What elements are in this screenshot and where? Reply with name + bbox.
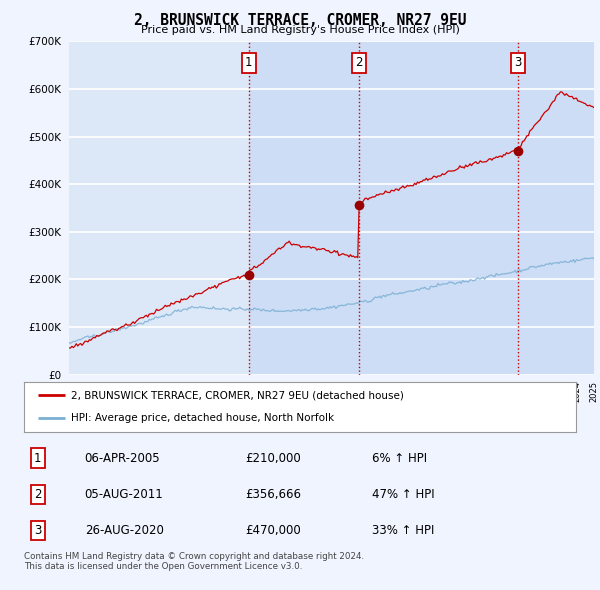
Text: 2, BRUNSWICK TERRACE, CROMER, NR27 9EU (detached house): 2, BRUNSWICK TERRACE, CROMER, NR27 9EU (… (71, 390, 404, 400)
Text: Price paid vs. HM Land Registry's House Price Index (HPI): Price paid vs. HM Land Registry's House … (140, 25, 460, 35)
Bar (359, 41, 518, 375)
Text: 3: 3 (514, 57, 521, 70)
Text: 26-AUG-2020: 26-AUG-2020 (85, 524, 164, 537)
Text: 33% ↑ HPI: 33% ↑ HPI (372, 524, 434, 537)
Text: Contains HM Land Registry data © Crown copyright and database right 2024.
This d: Contains HM Land Registry data © Crown c… (24, 552, 364, 571)
Text: 05-AUG-2011: 05-AUG-2011 (85, 488, 163, 501)
Bar (518, 41, 594, 375)
Text: 47% ↑ HPI: 47% ↑ HPI (372, 488, 434, 501)
Text: 2, BRUNSWICK TERRACE, CROMER, NR27 9EU: 2, BRUNSWICK TERRACE, CROMER, NR27 9EU (134, 13, 466, 28)
Text: £470,000: £470,000 (245, 524, 301, 537)
Text: 2: 2 (34, 488, 41, 501)
Text: 1: 1 (34, 452, 41, 465)
Bar (249, 41, 359, 375)
Text: 6% ↑ HPI: 6% ↑ HPI (372, 452, 427, 465)
Text: £356,666: £356,666 (245, 488, 301, 501)
Text: 1: 1 (245, 57, 253, 70)
Text: £210,000: £210,000 (245, 452, 301, 465)
Text: 06-APR-2005: 06-APR-2005 (85, 452, 160, 465)
Text: 2: 2 (355, 57, 363, 70)
Text: HPI: Average price, detached house, North Norfolk: HPI: Average price, detached house, Nort… (71, 414, 334, 424)
Text: 3: 3 (34, 524, 41, 537)
